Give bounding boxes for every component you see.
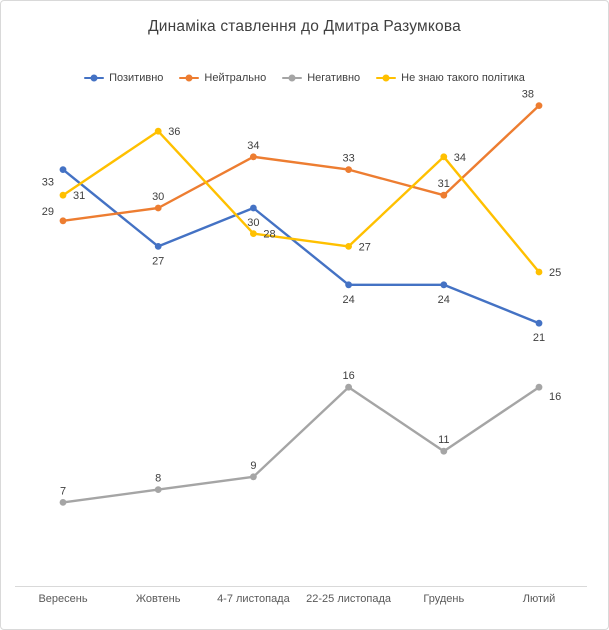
x-axis-label: Грудень — [423, 593, 464, 605]
data-point — [345, 166, 352, 174]
data-point — [535, 319, 543, 327]
legend-dot-icon — [185, 74, 193, 82]
data-point — [250, 473, 257, 481]
legend-line-marker-icon — [84, 74, 105, 82]
chart-title: Динаміка ставлення до Дмитра Разумкова — [148, 18, 461, 35]
legend-label: Позитивно — [109, 72, 164, 84]
data-point — [440, 447, 448, 455]
legend-line-marker-icon — [376, 74, 397, 82]
data-point — [154, 486, 162, 493]
legend-line-marker-icon — [282, 74, 303, 82]
data-point — [59, 217, 67, 225]
data-point — [440, 191, 448, 199]
data-label: 27 — [359, 241, 371, 253]
data-point — [440, 281, 448, 289]
x-axis-label: Лютий — [523, 593, 556, 605]
data-label: 24 — [342, 294, 354, 306]
data-label: 27 — [152, 255, 164, 267]
data-point — [59, 499, 67, 506]
data-label: 8 — [155, 473, 161, 485]
data-label: 9 — [250, 460, 256, 472]
data-label: 29 — [42, 206, 54, 218]
legend-line-marker-icon — [179, 74, 200, 82]
data-point — [535, 268, 543, 276]
data-point — [250, 204, 257, 212]
data-label: 21 — [533, 332, 545, 344]
data-label: 7 — [60, 485, 66, 497]
data-label: 16 — [342, 370, 354, 382]
data-point — [59, 191, 67, 199]
data-label: 24 — [438, 294, 450, 306]
series-line-2 — [61, 104, 541, 223]
data-label: 38 — [522, 89, 534, 101]
data-point — [250, 153, 257, 161]
series-line-1 — [61, 168, 541, 325]
data-label: 30 — [152, 191, 164, 203]
data-point — [535, 383, 543, 391]
x-axis-label: Жовтень — [136, 593, 181, 605]
data-point — [345, 383, 352, 391]
series-line-3 — [61, 386, 541, 504]
legend-label: Негативно — [307, 72, 361, 84]
x-axis-label: Вересень — [38, 593, 87, 605]
chart-legend: Позитивно Нейтрально Негативно Не знаю тако… — [1, 72, 608, 84]
data-label: 30 — [247, 217, 259, 229]
data-point — [535, 102, 543, 109]
data-label: 31 — [73, 190, 85, 202]
legend-item-1: Позитивно — [84, 72, 163, 84]
data-point — [345, 243, 352, 250]
legend-label: Нейтрально — [204, 72, 267, 84]
legend-item-2: Нейтрально — [179, 72, 266, 84]
x-axis-label: 22-25 листопада — [306, 593, 392, 605]
data-point — [154, 243, 162, 250]
data-label: 33 — [42, 177, 54, 189]
data-point — [59, 166, 67, 174]
data-label: 28 — [263, 229, 275, 241]
data-label: 11 — [438, 434, 449, 446]
data-point — [154, 127, 162, 135]
legend-dot-icon — [382, 74, 390, 82]
legend-label: Не знаю такого політика — [401, 72, 525, 84]
data-label: 33 — [342, 153, 354, 165]
data-label: 31 — [438, 178, 450, 190]
legend-item-3: Негативно — [282, 72, 360, 84]
data-point — [154, 204, 162, 212]
legend-dot-icon — [288, 74, 296, 82]
data-label: 34 — [247, 140, 259, 152]
x-axis-label: 4-7 листопада — [217, 593, 291, 605]
data-point — [250, 230, 257, 238]
data-label: 16 — [549, 391, 561, 403]
data-label: 34 — [454, 152, 466, 164]
data-label: 36 — [168, 126, 180, 138]
data-label: 25 — [549, 267, 561, 279]
legend-item-4: Не знаю такого політика — [376, 72, 525, 84]
legend-dot-icon — [90, 74, 98, 82]
data-point — [345, 281, 352, 289]
series-line-4 — [61, 129, 541, 274]
data-point — [440, 153, 448, 161]
